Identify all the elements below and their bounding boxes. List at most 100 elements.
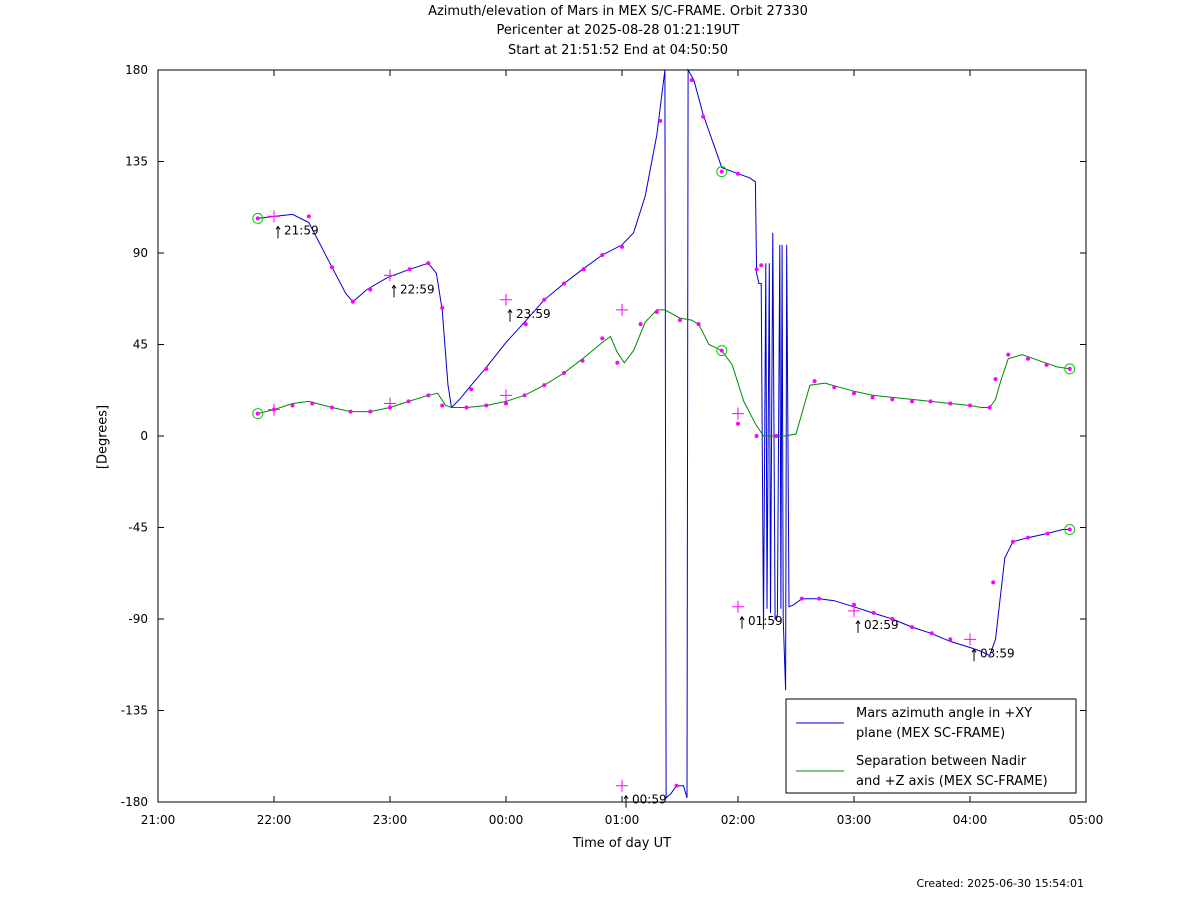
y-axis-label: [Degrees] — [95, 404, 111, 470]
data-point — [290, 403, 295, 408]
hour-cross-marker — [268, 403, 280, 416]
data-point — [910, 399, 914, 404]
time-annotation: 23:59 — [516, 307, 551, 321]
hour-cross-marker — [616, 303, 628, 316]
data-point — [870, 395, 875, 400]
data-point — [426, 393, 431, 398]
series-line-1 — [257, 68, 1070, 799]
annotation-arrow — [971, 648, 977, 662]
data-point — [968, 403, 972, 408]
x-tick-label: 23:00 — [373, 813, 408, 827]
x-tick-label: 03:00 — [837, 813, 872, 827]
data-point — [484, 403, 489, 408]
legend-label: and +Z axis (MEX SC-FRAME) — [856, 774, 1048, 789]
data-point — [464, 405, 469, 410]
data-point — [1006, 352, 1011, 357]
data-point — [580, 358, 585, 363]
data-point — [306, 214, 311, 219]
y-tick-label: 90 — [133, 246, 148, 260]
annotation-arrow — [507, 308, 513, 322]
start-end-marker — [252, 408, 264, 420]
data-point — [719, 348, 724, 353]
data-point — [523, 322, 528, 327]
data-point — [310, 401, 315, 406]
data-point — [330, 265, 334, 270]
data-point — [330, 405, 334, 410]
data-point — [991, 580, 996, 585]
time-annotation: 00:59 — [632, 793, 667, 807]
data-point — [255, 411, 260, 416]
hour-cross-marker — [500, 293, 512, 306]
hour-cross-marker — [616, 779, 628, 792]
x-tick-label: 02:00 — [721, 813, 756, 827]
data-point — [871, 610, 876, 615]
start-end-marker — [1064, 524, 1076, 536]
data-point — [350, 299, 355, 304]
data-point — [852, 602, 856, 607]
y-tick-label: 135 — [125, 155, 148, 169]
time-annotation: 02:59 — [864, 618, 899, 632]
hour-cross-marker — [732, 407, 744, 420]
data-point — [774, 434, 779, 438]
data-point — [638, 322, 643, 327]
legend-box — [785, 698, 1077, 794]
plot-frame — [157, 69, 1087, 803]
x-tick-label: 05:00 — [1069, 813, 1104, 827]
data-point — [562, 370, 566, 375]
data-point — [581, 267, 586, 272]
data-point — [852, 391, 856, 396]
data-point — [504, 401, 508, 406]
time-annotation: 03:59 — [980, 646, 1015, 660]
data-point — [255, 216, 260, 221]
y-tick-label: -45 — [128, 521, 148, 535]
data-point — [754, 434, 759, 438]
legend: Mars azimuth angle in +XY plane (MEX SC-F… — [785, 698, 1077, 794]
x-tick-label: 01:00 — [605, 813, 640, 827]
time-annotation: 22:59 — [400, 282, 435, 296]
start-end-marker — [252, 212, 264, 224]
data-point — [542, 297, 547, 302]
x-tick-label: 22:00 — [257, 813, 292, 827]
data-point — [654, 309, 659, 314]
data-point — [1010, 539, 1015, 544]
y-tick-label: 45 — [133, 338, 148, 352]
x-tick-label: 00:00 — [489, 813, 524, 827]
annotation-arrow — [391, 284, 397, 298]
data-point — [440, 305, 445, 310]
x-tick-label: 04:00 — [953, 813, 988, 827]
data-point — [890, 397, 895, 402]
data-point — [469, 387, 474, 392]
data-point — [658, 118, 663, 123]
data-point — [426, 261, 431, 266]
data-point — [696, 322, 701, 327]
data-point — [987, 405, 992, 410]
data-point — [484, 366, 489, 371]
data-point — [406, 399, 411, 404]
data-point — [736, 171, 740, 176]
data-point — [929, 631, 934, 636]
data-point — [615, 360, 620, 365]
y-tick-label: -90 — [128, 612, 148, 626]
hour-cross-marker — [964, 633, 976, 646]
data-point — [993, 377, 998, 382]
data-point — [522, 393, 527, 398]
y-tick-label: -180 — [121, 795, 148, 809]
data-point — [1026, 535, 1030, 540]
data-point — [620, 244, 624, 249]
data-point — [910, 625, 914, 630]
start-end-marker — [716, 345, 728, 357]
data-point — [817, 596, 822, 601]
data-point — [1044, 362, 1049, 367]
hour-cross-marker — [500, 389, 512, 402]
hour-cross-marker — [268, 210, 280, 223]
data-point — [719, 169, 724, 174]
data-point — [542, 383, 547, 388]
data-point — [562, 281, 566, 286]
data-point — [928, 399, 933, 404]
data-point — [600, 336, 605, 341]
chart-title: Azimuth/elevation of Mars in MEX S/C-FRA… — [428, 4, 808, 19]
start-end-marker — [716, 166, 728, 178]
annotation-arrow — [623, 794, 629, 808]
hour-cross-marker — [384, 397, 396, 410]
